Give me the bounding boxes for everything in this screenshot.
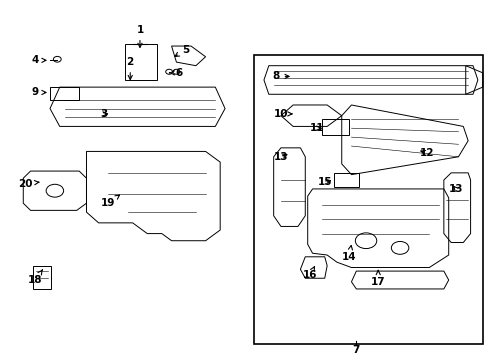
Text: 5: 5 [175, 45, 189, 57]
Text: 12: 12 [419, 148, 433, 158]
Text: 2: 2 [126, 57, 134, 80]
Text: 14: 14 [341, 246, 356, 262]
Text: 1: 1 [136, 25, 143, 48]
Text: 16: 16 [302, 267, 317, 280]
Text: 19: 19 [101, 195, 119, 208]
Text: 9: 9 [32, 87, 46, 98]
Text: 20: 20 [19, 179, 39, 189]
Text: 13: 13 [273, 152, 287, 162]
Text: 10: 10 [273, 109, 291, 119]
Text: 13: 13 [448, 184, 462, 194]
Text: 6: 6 [169, 68, 182, 78]
Text: 3: 3 [100, 109, 107, 119]
Text: 17: 17 [370, 270, 385, 287]
Text: 15: 15 [317, 177, 331, 187]
Text: 11: 11 [309, 123, 324, 133]
Text: 8: 8 [272, 71, 288, 81]
Text: 18: 18 [28, 270, 42, 285]
Text: 4: 4 [32, 55, 46, 65]
Text: 7: 7 [352, 345, 359, 355]
